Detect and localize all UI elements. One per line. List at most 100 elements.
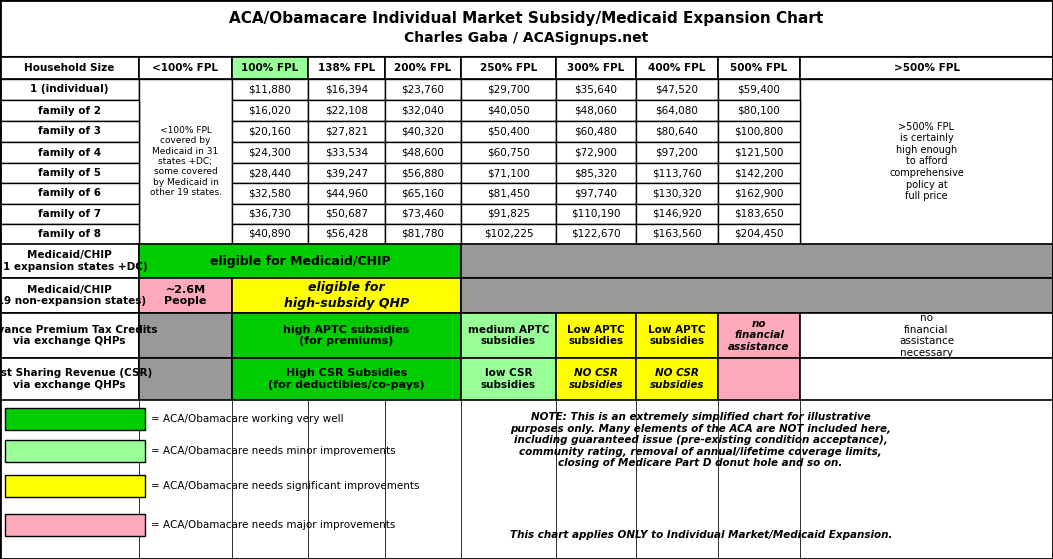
Text: $85,320: $85,320 — [575, 168, 617, 178]
Bar — [139, 244, 461, 278]
Text: NOTE: This is an extremely simplified chart for illustrative
purposes only. Many: NOTE: This is an extremely simplified ch… — [510, 412, 891, 468]
Text: $102,225: $102,225 — [483, 229, 533, 239]
Text: $60,480: $60,480 — [575, 126, 617, 136]
Text: $97,200: $97,200 — [656, 148, 698, 158]
Text: $16,394: $16,394 — [325, 84, 369, 94]
Text: no
financial
assistance: no financial assistance — [729, 319, 790, 352]
Bar — [556, 100, 636, 121]
Bar — [461, 278, 1053, 313]
Bar — [139, 57, 232, 79]
Text: $80,100: $80,100 — [737, 106, 780, 116]
Text: ~2.6M
People: ~2.6M People — [164, 285, 206, 306]
Text: $71,100: $71,100 — [488, 168, 530, 178]
Bar — [307, 79, 385, 100]
Bar — [5, 514, 145, 536]
Bar — [636, 224, 718, 244]
Bar — [385, 400, 461, 559]
Text: 138% FPL: 138% FPL — [318, 63, 375, 73]
Bar — [718, 204, 800, 224]
Text: ACA/Obamacare Individual Market Subsidy/Medicaid Expansion Chart: ACA/Obamacare Individual Market Subsidy/… — [230, 11, 823, 26]
Text: 500% FPL: 500% FPL — [731, 63, 788, 73]
Text: $163,560: $163,560 — [652, 229, 701, 239]
Bar — [556, 57, 636, 79]
Text: $80,640: $80,640 — [656, 126, 698, 136]
Text: $40,320: $40,320 — [401, 126, 444, 136]
Bar — [5, 440, 145, 462]
Bar — [0, 183, 139, 204]
Text: $146,920: $146,920 — [652, 209, 701, 219]
Bar — [232, 100, 307, 121]
Text: = ACA/Obamacare working very well: = ACA/Obamacare working very well — [151, 414, 343, 424]
Bar — [556, 183, 636, 204]
Bar — [307, 100, 385, 121]
Text: $56,880: $56,880 — [401, 168, 444, 178]
Bar — [232, 57, 307, 79]
Bar — [307, 57, 385, 79]
Text: $24,300: $24,300 — [249, 148, 292, 158]
Text: $50,400: $50,400 — [488, 126, 530, 136]
Bar — [718, 163, 800, 183]
Text: >500% FPL: >500% FPL — [894, 63, 959, 73]
Bar — [461, 142, 556, 163]
Bar — [385, 57, 461, 79]
Text: $35,640: $35,640 — [575, 84, 617, 94]
Text: $40,890: $40,890 — [249, 229, 292, 239]
Text: no
financial
assistance
necessary: no financial assistance necessary — [899, 313, 954, 358]
Bar — [800, 358, 1053, 400]
Text: = ACA/Obamacare needs minor improvements: = ACA/Obamacare needs minor improvements — [151, 446, 396, 456]
Text: High CSR Subsidies
(for deductibles/co-pays): High CSR Subsidies (for deductibles/co-p… — [269, 368, 424, 390]
Text: Cost Sharing Revenue (CSR)
via exchange QHPs: Cost Sharing Revenue (CSR) via exchange … — [0, 368, 153, 390]
Bar — [307, 121, 385, 142]
Bar — [139, 400, 232, 559]
Text: $20,160: $20,160 — [249, 126, 292, 136]
Bar — [800, 313, 1053, 358]
Text: NO CSR
subsidies: NO CSR subsidies — [569, 368, 623, 390]
Bar — [0, 400, 139, 559]
Text: $64,080: $64,080 — [656, 106, 698, 116]
Text: $142,200: $142,200 — [734, 168, 783, 178]
Text: Charles Gaba / ACASignups.net: Charles Gaba / ACASignups.net — [404, 31, 649, 45]
Text: 300% FPL: 300% FPL — [568, 63, 624, 73]
Bar — [0, 79, 139, 100]
Bar — [556, 142, 636, 163]
Bar — [232, 204, 307, 224]
Bar — [461, 100, 556, 121]
Bar — [461, 313, 556, 358]
Bar — [139, 278, 232, 313]
Bar — [0, 244, 139, 278]
Bar — [0, 278, 139, 313]
Text: $73,460: $73,460 — [401, 209, 444, 219]
Bar — [5, 408, 145, 430]
Bar — [385, 79, 461, 100]
Text: $48,600: $48,600 — [401, 148, 444, 158]
Text: $130,320: $130,320 — [652, 188, 701, 198]
Bar — [0, 121, 139, 142]
Text: Medicaid/CHIP
(19 non-expansion states): Medicaid/CHIP (19 non-expansion states) — [0, 285, 146, 306]
Bar — [139, 313, 232, 358]
Text: family of 3: family of 3 — [38, 126, 101, 136]
Bar — [232, 142, 307, 163]
Bar — [232, 313, 461, 358]
Text: $48,060: $48,060 — [575, 106, 617, 116]
Text: $110,190: $110,190 — [571, 209, 621, 219]
Bar — [139, 358, 232, 400]
Bar — [0, 142, 139, 163]
Bar — [232, 358, 461, 400]
Text: $33,534: $33,534 — [325, 148, 369, 158]
Text: 1 (individual): 1 (individual) — [31, 84, 108, 94]
Bar — [0, 313, 139, 358]
Bar — [385, 204, 461, 224]
Bar — [718, 224, 800, 244]
Bar — [307, 224, 385, 244]
Text: Low APTC
subsidies: Low APTC subsidies — [568, 325, 624, 346]
Bar — [307, 183, 385, 204]
Text: = ACA/Obamacare needs significant improvements: = ACA/Obamacare needs significant improv… — [151, 481, 419, 491]
Text: Household Size: Household Size — [24, 63, 115, 73]
Text: $11,880: $11,880 — [249, 84, 292, 94]
Text: $60,750: $60,750 — [488, 148, 530, 158]
Text: $39,247: $39,247 — [325, 168, 369, 178]
Bar — [0, 100, 139, 121]
Bar — [636, 57, 718, 79]
Text: $22,108: $22,108 — [325, 106, 367, 116]
Text: $36,730: $36,730 — [249, 209, 292, 219]
